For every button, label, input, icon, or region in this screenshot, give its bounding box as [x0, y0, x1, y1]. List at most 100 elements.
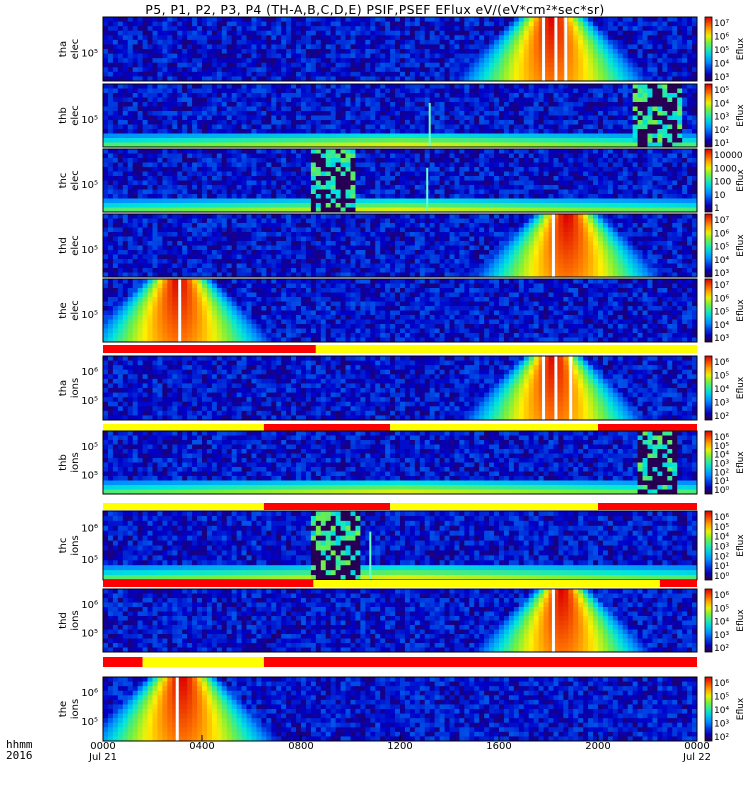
panel-label-species: ions — [70, 378, 81, 398]
colorbar — [705, 149, 712, 212]
x-tick-label: 1600 — [486, 741, 511, 752]
quality-segment — [598, 424, 697, 431]
panel-label-species: ions — [70, 535, 81, 555]
data-gap — [176, 677, 179, 741]
colorbar-tick: 10³ — [714, 334, 729, 344]
quality-segment — [316, 345, 697, 353]
y-tick-label: 10⁵ — [81, 310, 98, 321]
x-tick-date: Jul 21 — [88, 752, 117, 763]
y-tick-label: 10⁵ — [81, 396, 98, 407]
colorbar-tick: 10³ — [714, 631, 729, 641]
colorbar-tick: 10⁷ — [714, 216, 729, 226]
panel-label: thc — [58, 538, 69, 554]
panel-label-species: elec — [70, 235, 81, 256]
y-tick-label: 10⁵ — [81, 470, 98, 481]
y-tick-label: 10⁶ — [81, 524, 98, 535]
panel-label: tha — [58, 41, 69, 57]
colorbar-tick: 10¹ — [714, 139, 729, 149]
panel-label: thd — [58, 612, 69, 629]
colorbar-tick: 10² — [714, 412, 729, 422]
panel-label-species: elec — [70, 105, 81, 126]
colorbar-tick: 100 — [714, 178, 731, 188]
data-gap — [564, 17, 567, 81]
colorbar-tick: 10⁶ — [714, 591, 729, 601]
y-tick-label: 10⁵ — [81, 442, 98, 453]
colorbar-label: Eflux — [736, 534, 746, 557]
panel-label: thb — [58, 107, 69, 124]
quality-segment — [103, 503, 264, 510]
colorbar-label: Eflux — [736, 37, 746, 60]
x-tick-label: 0800 — [288, 741, 313, 752]
colorbar-label: Eflux — [736, 376, 746, 399]
y-tick-label: 10⁵ — [81, 49, 98, 60]
colorbar — [705, 279, 712, 342]
quality-segment — [264, 503, 390, 510]
panel-label: thd — [58, 237, 69, 254]
colorbar-tick: 10³ — [714, 543, 729, 553]
colorbar-tick: 10⁴ — [714, 533, 729, 543]
colorbar-label: Eflux — [736, 104, 746, 127]
x-tick-label: 1200 — [387, 741, 412, 752]
data-gap — [552, 589, 555, 652]
spike — [426, 168, 428, 212]
colorbar-tick: 10³ — [714, 113, 729, 123]
panel-label: the — [58, 701, 69, 717]
panel-label: thb — [58, 454, 69, 471]
quality-segment — [313, 580, 660, 587]
panel-label-species: ions — [70, 452, 81, 472]
colorbar-tick: 10¹ — [714, 562, 729, 572]
y-tick-label: 10⁶ — [81, 600, 98, 611]
quality-segment — [103, 345, 316, 353]
quality-segment — [103, 424, 264, 431]
data-gap — [554, 356, 557, 420]
x-tick-label: 0000 — [684, 741, 709, 752]
panel-label: the — [58, 302, 69, 318]
colorbar-tick: 10² — [714, 733, 729, 743]
colorbar-tick: 10³ — [714, 73, 729, 83]
colorbar-tick: 10⁴ — [714, 60, 729, 70]
colorbar-tick: 10⁴ — [714, 618, 729, 628]
quality-segment — [598, 503, 697, 510]
colorbar-tick: 10³ — [714, 399, 729, 409]
data-gap — [542, 356, 545, 420]
colorbar-tick: 10² — [714, 552, 729, 562]
colorbar — [705, 214, 712, 277]
y-tick-label: 10⁵ — [81, 555, 98, 566]
x-tick-date: Jul 22 — [682, 752, 711, 763]
colorbar-tick: 10⁵ — [714, 86, 729, 96]
y-tick-label: 10⁶ — [81, 688, 98, 699]
time-axis-caption: hhmm 2016 — [6, 739, 33, 761]
x-tick-label: 2000 — [585, 741, 610, 752]
colorbar-tick: 10⁵ — [714, 693, 729, 703]
colorbar — [705, 589, 712, 652]
x-tick-label: 0000 — [90, 741, 115, 752]
quality-segment — [390, 424, 598, 431]
colorbar-tick: 10⁵ — [714, 604, 729, 614]
colorbar-label: Eflux — [736, 609, 746, 632]
colorbar-tick: 10⁵ — [714, 243, 729, 253]
data-gap — [552, 214, 555, 277]
colorbar-tick: 10⁰ — [714, 486, 729, 496]
colorbar-tick: 10⁵ — [714, 372, 729, 382]
panel-label: thc — [58, 173, 69, 189]
colorbar-tick: 10⁶ — [714, 513, 729, 523]
colorbar — [705, 511, 712, 580]
colorbar — [705, 431, 712, 494]
quality-segment — [103, 580, 313, 587]
x-tick-label: 0400 — [189, 741, 214, 752]
data-gap — [542, 17, 545, 81]
colorbar-tick: 10⁶ — [714, 33, 729, 43]
year-label: 2016 — [6, 750, 33, 761]
colorbar-tick: 10⁶ — [714, 229, 729, 239]
quality-segment — [390, 503, 598, 510]
colorbar-tick: 10⁵ — [714, 523, 729, 533]
y-tick-label: 10⁵ — [81, 717, 98, 728]
colorbar-tick: 10⁵ — [714, 46, 729, 56]
panel-label-species: elec — [70, 300, 81, 321]
colorbar-tick: 10⁷ — [714, 281, 729, 291]
